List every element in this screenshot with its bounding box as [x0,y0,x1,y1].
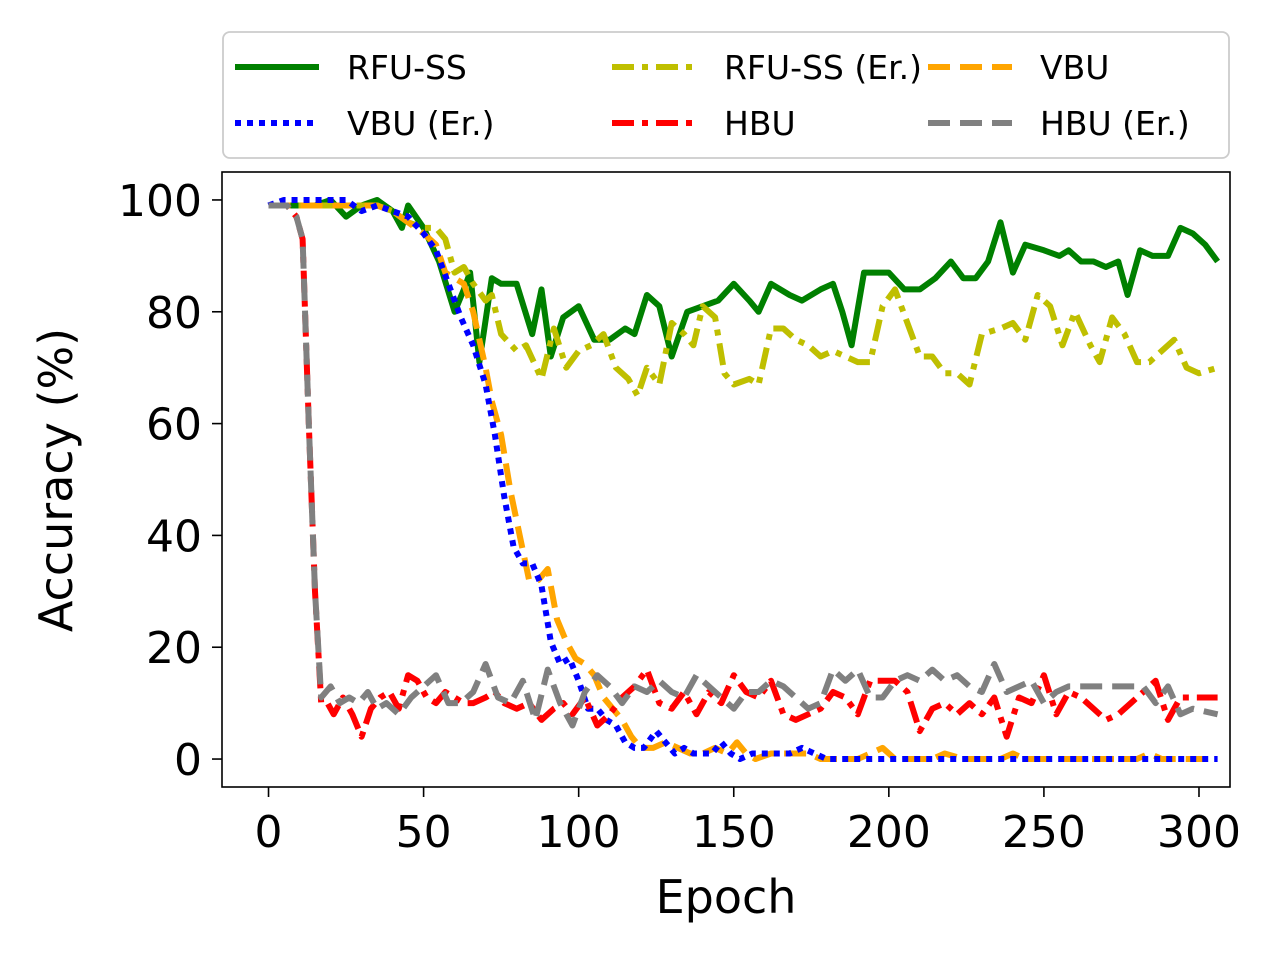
legend-label-4: VBU (Er.) [347,104,495,143]
legend: RFU-SS RFU-SS (Er.) VBU VBU (Er.) HBU HBU (Er… [222,31,1230,159]
legend-label-2: RFU-SS (Er.) [724,48,922,87]
x-axis-label: Epoch [656,870,797,924]
series-line-2 [268,202,1219,399]
legend-box [222,31,1230,159]
y-tick-label: 20 [146,623,202,674]
x-tick-label: 300 [1157,807,1241,858]
legend-label-3: VBU [1040,48,1109,87]
series-line-4 [267,197,1218,762]
series-line-3 [268,202,1218,762]
y-axis-label: Accuracy (%) [29,328,83,632]
plot-series [267,197,1221,762]
x-tick-label: 0 [255,807,283,858]
series-line-5 [268,202,1218,740]
x-tick-label: 50 [396,807,452,858]
y-tick-label: 40 [146,511,202,562]
y-tick-label: 60 [146,400,202,451]
legend-label-6: HBU (Er.) [1040,104,1190,143]
y-tick-label: 100 [118,176,202,227]
x-tick-label: 100 [537,807,621,858]
x-tick-label: 150 [692,807,776,858]
legend-label-5: HBU [724,104,796,143]
x-tick-label: 200 [847,807,931,858]
legend-label-1: RFU-SS [347,48,467,87]
y-tick-label: 80 [146,288,202,339]
x-tick-label: 250 [1002,807,1086,858]
series-line-6 [268,202,1219,729]
plot-frame [221,171,1231,788]
axes: 0 50 100 150 200 250 300 0 20 40 60 80 100 [118,176,1241,858]
y-tick-label: 0 [174,735,202,786]
